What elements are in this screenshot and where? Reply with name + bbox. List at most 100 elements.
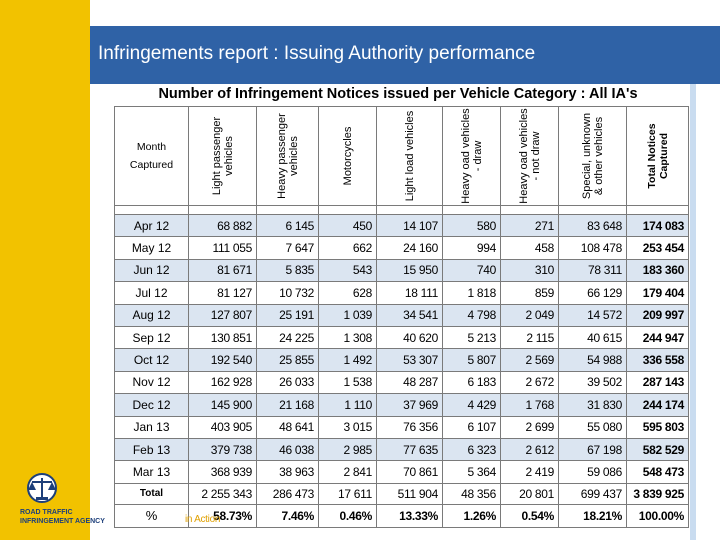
header-row: Month Captured Light passenger vehicles … [114,106,689,206]
month-cell: Dec 12 [114,393,189,417]
value-cell: 18 111 [376,281,443,305]
value-cell: 39 502 [558,370,627,395]
total-row: Total 2 255 343 286 473 17 611 511 904 48 356… [114,482,689,505]
scales-of-justice-icon [27,473,57,503]
month-cell: Jun 12 [114,258,189,283]
row-total-cell: 174 083 [626,213,689,238]
col-header-heavy-passenger: Heavy passenger vehicles [256,106,319,206]
table-row: Feb 13 379 738 46 038 2 985 77 635 6 323 2 612… [114,437,689,462]
right-edge-strip [690,84,696,540]
value-cell: 1 110 [318,393,377,417]
value-cell: 543 [318,258,377,283]
value-cell: 24 225 [256,325,319,350]
total-label: Total [114,482,189,505]
value-cell: 83 648 [558,213,627,238]
value-cell: 580 [442,213,501,238]
value-cell: 81 127 [188,281,257,305]
value-cell: 3 015 [318,415,377,439]
table-row: Nov 12 162 928 26 033 1 538 48 287 6 183 2 672… [114,370,689,395]
value-cell: 24 160 [376,236,443,260]
value-cell: 662 [318,236,377,260]
row-total-cell: 179 404 [626,281,689,305]
row-total-cell: 336 558 [626,348,689,372]
row-total-cell: 287 143 [626,370,689,395]
value-cell: 6 183 [442,370,501,395]
logo-text-line1: ROAD TRAFFIC [20,509,73,516]
month-cell: Jan 13 [114,415,189,439]
value-cell: 6 323 [442,437,501,462]
value-cell: 403 905 [188,415,257,439]
value-cell: 40 615 [558,325,627,350]
table-row: Mar 13 368 939 38 963 2 841 70 861 5 364 2 419… [114,460,689,484]
month-cell: Sep 12 [114,325,189,350]
total-cell: 3 839 925 [626,482,689,505]
value-cell: 127 807 [188,303,257,327]
value-cell: 66 129 [558,281,627,305]
percent-value: 58.73% [213,508,252,523]
percent-cell: 0.54% [500,503,559,528]
value-cell: 108 478 [558,236,627,260]
total-cell: 286 473 [256,482,319,505]
value-cell: 6 107 [442,415,501,439]
value-cell: 7 647 [256,236,319,260]
value-cell: 6 145 [256,213,319,238]
month-cell: May 12 [114,236,189,260]
title-bar: Infringements report : Issuing Authority… [90,26,720,84]
row-total-cell: 548 473 [626,460,689,484]
value-cell: 859 [500,281,559,305]
value-cell: 192 540 [188,348,257,372]
page-title: Infringements report : Issuing Authority… [98,43,536,64]
col-header-special: Special, unknown & other vehicles [558,106,627,206]
accent-sidebar [0,0,90,540]
value-cell: 14 572 [558,303,627,327]
percent-cell: 1.26% [442,503,501,528]
table-row: Jan 13 403 905 48 641 3 015 76 356 6 107 2 699… [114,415,689,439]
table-heading: Number of Infringement Notices issued pe… [158,86,638,102]
month-cell: Feb 13 [114,437,189,462]
month-cell: Oct 12 [114,348,189,372]
value-cell: 10 732 [256,281,319,305]
row-total-cell: 183 360 [626,258,689,283]
percent-cell: 0.46% [318,503,377,528]
value-cell: 2 612 [500,437,559,462]
table-row: Oct 12 192 540 25 855 1 492 53 307 5 807 2 569… [114,348,689,372]
value-cell: 111 055 [188,236,257,260]
total-cell: 48 356 [442,482,501,505]
value-cell: 271 [500,213,559,238]
table-row: Jul 12 81 127 10 732 628 18 111 1 818 859 66 12… [114,281,689,305]
percent-cell: 18.21% [558,503,627,528]
percent-cell: in Action 58.73% [185,503,257,528]
table-row: Apr 12 68 882 6 145 450 14 107 580 271 83 648 17… [114,213,689,238]
value-cell: 5 807 [442,348,501,372]
value-cell: 15 950 [376,258,443,283]
total-cell: 17 611 [318,482,377,505]
value-cell: 450 [318,213,377,238]
value-cell: 77 635 [376,437,443,462]
value-cell: 5 213 [442,325,501,350]
row-total-cell: 244 174 [626,393,689,417]
value-cell: 1 818 [442,281,501,305]
value-cell: 5 835 [256,258,319,283]
row-total-cell: 582 529 [626,437,689,462]
value-cell: 1 308 [318,325,377,350]
value-cell: 25 855 [256,348,319,372]
value-cell: 130 851 [188,325,257,350]
value-cell: 994 [442,236,501,260]
value-cell: 21 168 [256,393,319,417]
total-cell: 20 801 [500,482,559,505]
value-cell: 54 988 [558,348,627,372]
total-cell: 2 255 343 [188,482,257,505]
value-cell: 1 768 [500,393,559,417]
value-cell: 14 107 [376,213,443,238]
row-total-cell: 595 803 [626,415,689,439]
watermark-text: in Action [185,513,221,525]
month-cell: Nov 12 [114,370,189,395]
value-cell: 1 039 [318,303,377,327]
report-table-panel: Number of Infringement Notices issued pe… [106,84,690,540]
value-cell: 46 038 [256,437,319,462]
month-cell: Jul 12 [114,281,189,305]
col-header-motorcycles: Motorcycles [318,106,377,206]
value-cell: 368 939 [188,460,257,484]
percent-cell: 100.00% [626,503,689,528]
month-cell: Aug 12 [114,303,189,327]
